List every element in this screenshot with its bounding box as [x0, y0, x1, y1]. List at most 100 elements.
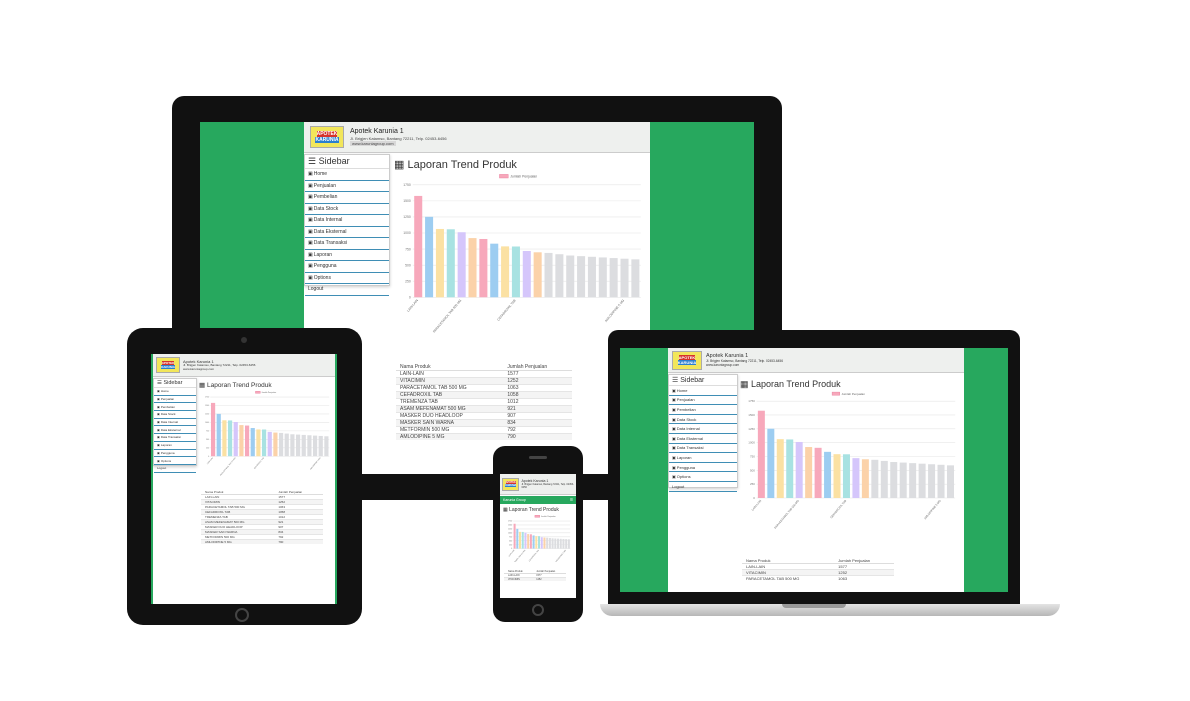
- bar[interactable]: [620, 258, 629, 298]
- bar[interactable]: [244, 425, 250, 457]
- sidebar-item-home[interactable]: ▣Home: [154, 388, 196, 396]
- bar[interactable]: [516, 528, 519, 549]
- bar[interactable]: [871, 459, 879, 498]
- bar[interactable]: [551, 538, 554, 549]
- sidebar-item-pembelian[interactable]: ▣Pembelian: [305, 192, 389, 204]
- bar[interactable]: [216, 413, 221, 457]
- bar[interactable]: [824, 451, 832, 498]
- bar[interactable]: [210, 402, 216, 457]
- bar[interactable]: [511, 246, 520, 298]
- bar[interactable]: [909, 463, 917, 498]
- bar[interactable]: [414, 195, 423, 298]
- website-link[interactable]: www.karuniagroup.com: [706, 363, 740, 368]
- bar[interactable]: [457, 232, 466, 298]
- bar[interactable]: [524, 532, 527, 549]
- bar[interactable]: [261, 429, 267, 457]
- bar[interactable]: [522, 251, 531, 298]
- bar[interactable]: [548, 538, 551, 549]
- sidebar-item-penjualan[interactable]: ▣Penjualan: [154, 396, 196, 404]
- sidebar-item-pengguna[interactable]: ▣Pengguna: [669, 463, 737, 473]
- bar[interactable]: [562, 538, 565, 549]
- sidebar-item-logout[interactable]: Logout: [669, 482, 737, 492]
- bar[interactable]: [567, 539, 570, 549]
- bar[interactable]: [532, 535, 535, 549]
- bar[interactable]: [468, 238, 477, 298]
- bar[interactable]: [239, 425, 244, 457]
- bar[interactable]: [446, 229, 455, 298]
- bar[interactable]: [425, 216, 434, 298]
- sidebar-item-laporan[interactable]: ▣Laporan: [305, 250, 389, 261]
- sidebar-item-pengguna[interactable]: ▣Pengguna: [154, 450, 196, 458]
- sidebar-item-data-eksternal[interactable]: ▣Data Eksternal: [305, 227, 389, 238]
- bar[interactable]: [631, 259, 640, 298]
- bar[interactable]: [312, 435, 318, 457]
- sidebar-item-home[interactable]: ▣Home: [669, 386, 737, 396]
- navbar-brand[interactable]: Karunia Group: [503, 498, 526, 502]
- bar[interactable]: [501, 246, 510, 298]
- bar[interactable]: [776, 439, 784, 498]
- phone-home-button[interactable]: [532, 604, 544, 616]
- bar[interactable]: [301, 434, 306, 457]
- bar[interactable]: [559, 538, 562, 549]
- bar[interactable]: [546, 537, 549, 549]
- bar[interactable]: [490, 243, 499, 298]
- sidebar-item-data-internal[interactable]: ▣Data Internal: [669, 424, 737, 434]
- website-link[interactable]: www.karuniagroup.com: [183, 366, 215, 371]
- bar[interactable]: [250, 428, 255, 457]
- bar[interactable]: [814, 447, 822, 498]
- sidebar-item-options[interactable]: ▣Options: [154, 457, 196, 465]
- bar[interactable]: [598, 257, 607, 298]
- sidebar-item-logout[interactable]: Logout: [305, 284, 389, 296]
- sidebar-item-options[interactable]: ▣Options: [305, 273, 389, 284]
- sidebar-item-pembelian[interactable]: ▣Pembelian: [669, 405, 737, 415]
- bar[interactable]: [587, 256, 596, 298]
- bar[interactable]: [946, 465, 954, 498]
- sidebar-item-penjualan[interactable]: ▣Penjualan: [305, 181, 389, 192]
- sidebar-item-data-stock[interactable]: ▣Data Stock: [305, 204, 389, 215]
- bar[interactable]: [284, 433, 289, 457]
- bar[interactable]: [842, 454, 850, 498]
- sidebar-item-data-stock[interactable]: ▣Data Stock: [154, 411, 196, 419]
- sidebar-item-data-eksternal[interactable]: ▣Data Eksternal: [154, 426, 196, 435]
- bar[interactable]: [267, 431, 272, 457]
- bar[interactable]: [928, 464, 936, 498]
- bar[interactable]: [880, 460, 888, 498]
- sidebar-item-data-transaksi[interactable]: ▣Data Transaksi: [154, 434, 196, 442]
- bar[interactable]: [538, 536, 541, 549]
- bar[interactable]: [222, 420, 227, 457]
- bar[interactable]: [529, 534, 532, 549]
- sidebar-item-data-eksternal[interactable]: ▣Data Eksternal: [669, 434, 737, 444]
- bar[interactable]: [318, 435, 323, 457]
- bar[interactable]: [566, 255, 575, 298]
- bar[interactable]: [786, 439, 794, 498]
- sidebar-item-data-internal[interactable]: ▣Data Internal: [154, 419, 196, 427]
- bar[interactable]: [227, 420, 233, 457]
- sidebar-item-penjualan[interactable]: ▣Penjualan: [669, 396, 737, 406]
- bar[interactable]: [937, 464, 945, 498]
- bar[interactable]: [899, 462, 907, 498]
- bar[interactable]: [577, 256, 586, 298]
- bar[interactable]: [290, 434, 295, 457]
- sidebar-item-data-stock[interactable]: ▣Data Stock: [669, 415, 737, 425]
- bar[interactable]: [543, 537, 546, 549]
- sidebar-item-logout[interactable]: Logout: [154, 465, 196, 473]
- sidebar-item-data-transaksi[interactable]: ▣Data Transaksi: [669, 444, 737, 454]
- bar[interactable]: [295, 434, 301, 457]
- bar[interactable]: [256, 429, 261, 457]
- bar[interactable]: [805, 447, 813, 498]
- bar[interactable]: [609, 258, 618, 298]
- tablet-home-button[interactable]: [235, 608, 249, 622]
- bar[interactable]: [479, 238, 488, 298]
- website-link[interactable]: www.karuniagroup.com: [350, 141, 396, 147]
- bar[interactable]: [757, 410, 765, 498]
- sidebar-item-options[interactable]: ▣Options: [669, 472, 737, 482]
- sidebar-item-laporan[interactable]: ▣Laporan: [669, 453, 737, 463]
- bar[interactable]: [521, 531, 524, 549]
- bar[interactable]: [795, 441, 803, 498]
- bar[interactable]: [852, 458, 860, 498]
- bar[interactable]: [861, 459, 869, 498]
- bar[interactable]: [565, 539, 568, 549]
- sidebar-item-data-transaksi[interactable]: ▣Data Transaksi: [305, 238, 389, 250]
- bar[interactable]: [324, 436, 329, 457]
- bar[interactable]: [527, 534, 530, 549]
